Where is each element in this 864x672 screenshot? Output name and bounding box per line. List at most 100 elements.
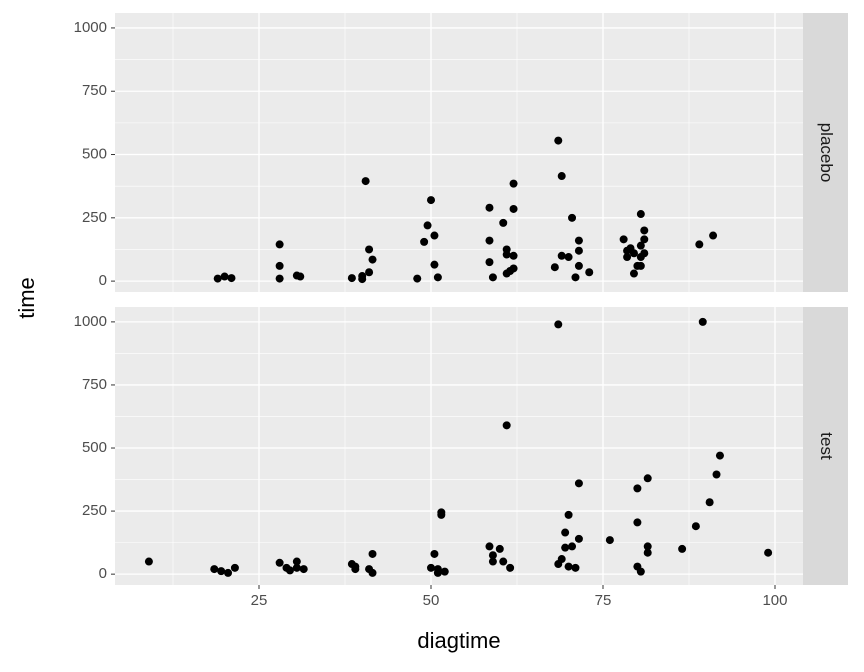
point	[585, 268, 594, 277]
point	[485, 542, 494, 551]
point	[430, 260, 439, 269]
y-tick-label: 1000	[74, 313, 107, 330]
point	[509, 264, 518, 273]
point	[557, 555, 566, 564]
point	[347, 274, 356, 283]
point	[420, 237, 429, 246]
point	[365, 268, 374, 277]
point	[292, 563, 301, 572]
point	[361, 177, 370, 186]
point	[712, 470, 721, 479]
point	[488, 273, 497, 282]
point	[502, 421, 511, 430]
point	[715, 451, 724, 460]
y-tick-label: 250	[82, 502, 107, 519]
point	[437, 510, 446, 519]
facet-label: placebo	[817, 123, 836, 183]
point	[557, 251, 566, 260]
point	[636, 567, 645, 576]
point	[433, 565, 442, 574]
point	[633, 518, 642, 527]
y-tick-label: 500	[82, 439, 107, 456]
point	[275, 240, 284, 249]
point	[230, 563, 239, 572]
x-tick-label: 50	[423, 592, 440, 609]
point	[495, 544, 504, 553]
point	[433, 273, 442, 282]
point	[561, 543, 570, 552]
point	[488, 551, 497, 560]
point	[698, 317, 707, 326]
point	[485, 203, 494, 212]
x-axis-label: diagtime	[417, 628, 500, 653]
point	[509, 179, 518, 188]
point	[365, 245, 374, 254]
point	[636, 241, 645, 250]
point	[574, 236, 583, 245]
point	[227, 274, 236, 283]
point	[217, 567, 226, 576]
point	[368, 549, 377, 558]
point	[568, 213, 577, 222]
point	[296, 272, 305, 281]
point	[678, 544, 687, 553]
y-tick-label: 750	[82, 376, 107, 393]
point	[605, 536, 614, 545]
point	[564, 510, 573, 519]
point	[623, 253, 632, 262]
point	[358, 272, 367, 281]
point	[502, 250, 511, 259]
point	[368, 255, 377, 264]
x-tick-label: 100	[762, 592, 787, 609]
point	[643, 474, 652, 483]
point	[619, 235, 628, 244]
point	[550, 263, 559, 272]
y-tick-label: 1000	[74, 19, 107, 36]
panel-background	[115, 307, 803, 585]
point	[426, 563, 435, 572]
point	[705, 498, 714, 507]
point	[224, 568, 233, 577]
point	[220, 272, 229, 281]
facet-strip	[803, 307, 848, 585]
point	[499, 557, 508, 566]
point	[285, 566, 294, 575]
point	[485, 258, 494, 267]
point	[275, 274, 284, 283]
point	[440, 567, 449, 576]
point	[691, 522, 700, 531]
y-tick-label: 500	[82, 145, 107, 162]
point	[299, 565, 308, 574]
y-tick-label: 750	[82, 82, 107, 99]
point	[643, 548, 652, 557]
y-tick-label: 0	[99, 272, 107, 289]
point	[640, 226, 649, 235]
point	[213, 274, 222, 283]
point	[568, 542, 577, 551]
point	[275, 558, 284, 567]
point	[506, 563, 515, 572]
point	[554, 320, 563, 329]
facet-strip	[803, 13, 848, 292]
point	[636, 210, 645, 219]
point	[423, 221, 432, 230]
x-tick-label: 25	[251, 592, 268, 609]
y-tick-label: 250	[82, 209, 107, 226]
point	[571, 273, 580, 282]
point	[564, 562, 573, 571]
point	[554, 136, 563, 145]
point	[144, 557, 153, 566]
point	[695, 240, 704, 249]
point	[499, 218, 508, 227]
point	[210, 565, 219, 574]
point	[351, 562, 360, 571]
point	[292, 557, 301, 566]
panel-background	[115, 13, 803, 292]
point	[629, 249, 638, 258]
point	[564, 253, 573, 262]
point	[636, 261, 645, 270]
point	[643, 542, 652, 551]
point	[561, 528, 570, 537]
point	[574, 479, 583, 488]
